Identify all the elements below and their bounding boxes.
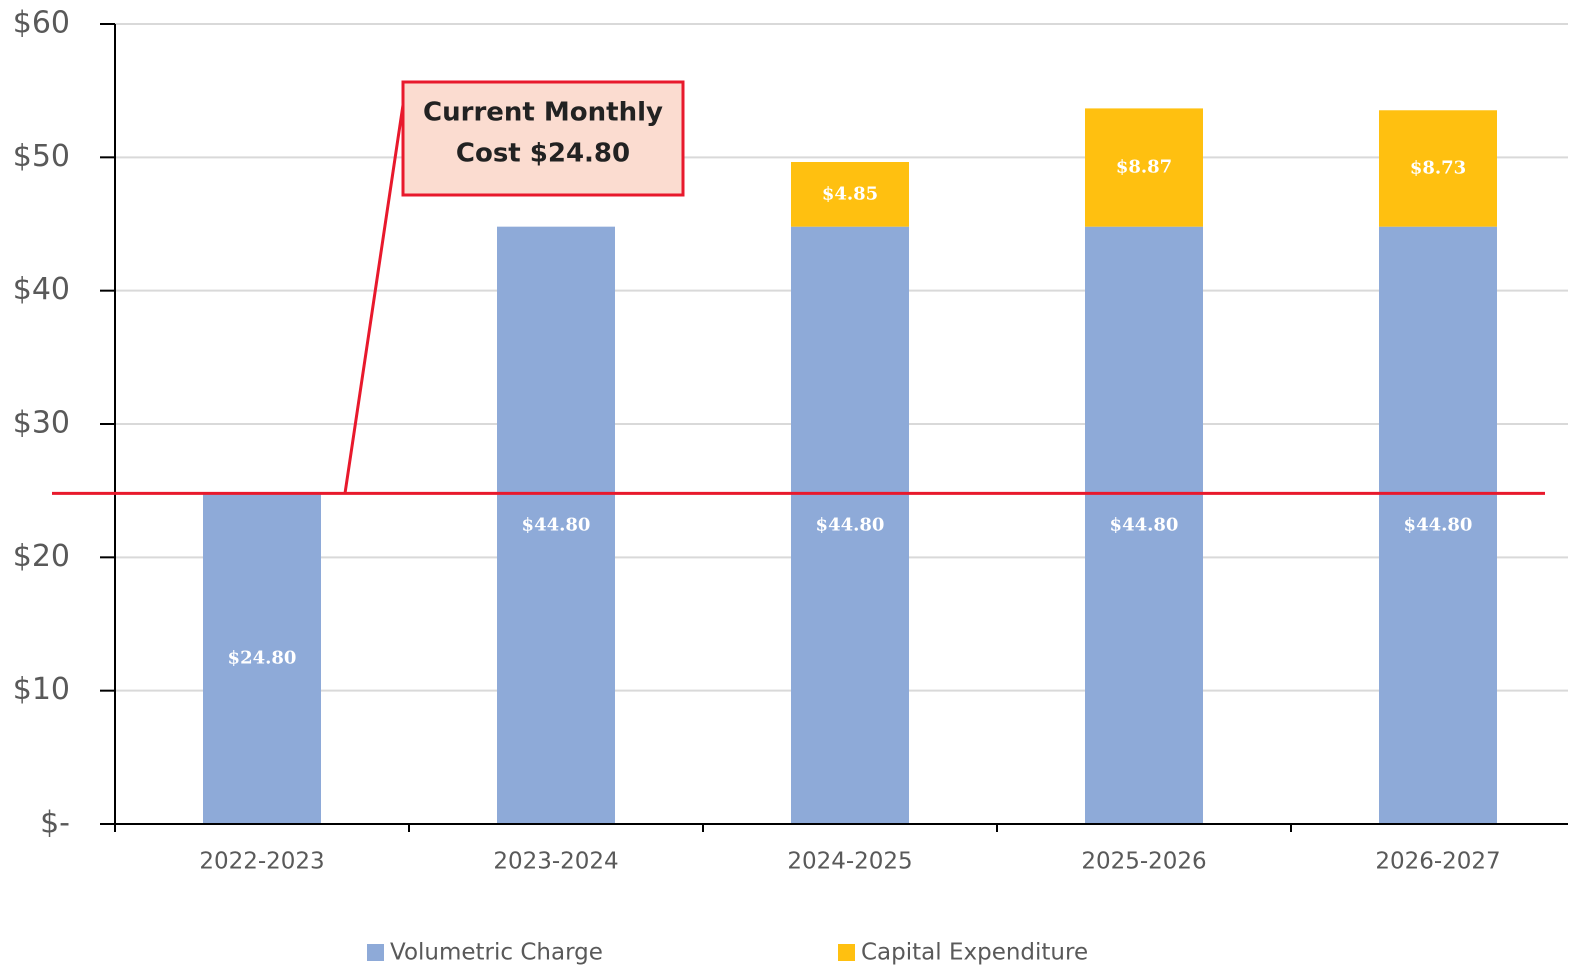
bar-segment xyxy=(1379,110,1497,227)
bar-segment xyxy=(497,226,615,824)
x-tick-label: 2023-2024 xyxy=(493,849,618,875)
y-tick-label: $- xyxy=(40,806,70,841)
value-label: $44.80 xyxy=(1110,514,1179,535)
callout-box xyxy=(401,80,685,197)
y-tick-label: $50 xyxy=(13,139,70,174)
bar-segment xyxy=(791,226,909,824)
legend-swatch xyxy=(367,944,384,961)
value-label: $8.87 xyxy=(1116,157,1172,178)
y-tick-label: $20 xyxy=(13,539,70,574)
bar-segment xyxy=(791,162,909,227)
bar-segment xyxy=(203,493,321,824)
y-tick-label: $10 xyxy=(13,672,70,707)
x-tick-label: 2022-2023 xyxy=(199,849,324,875)
y-tick-label: $30 xyxy=(13,406,70,441)
callout-pointer xyxy=(343,104,405,494)
value-label: $24.80 xyxy=(228,648,297,669)
y-tick-label: $40 xyxy=(13,272,70,307)
legend-label: Capital Expenditure xyxy=(861,940,1088,966)
x-tick-label: 2025-2026 xyxy=(1081,849,1206,875)
bar-segment xyxy=(1085,226,1203,824)
bar-segment xyxy=(1085,108,1203,227)
x-tick-label: 2024-2025 xyxy=(787,849,912,875)
callout-text: Cost $24.80 xyxy=(456,139,630,169)
value-label: $44.80 xyxy=(816,514,885,535)
callout-text: Current Monthly xyxy=(423,98,663,128)
bar-segment xyxy=(1379,226,1497,824)
legend-label: Volumetric Charge xyxy=(390,940,603,966)
value-label: $44.80 xyxy=(1404,514,1473,535)
value-label: $4.85 xyxy=(822,183,878,204)
value-label: $8.73 xyxy=(1410,157,1466,178)
y-tick-label: $60 xyxy=(13,6,70,41)
x-tick-label: 2026-2027 xyxy=(1375,849,1500,875)
legend-swatch xyxy=(838,944,855,961)
value-label: $44.80 xyxy=(522,514,591,535)
